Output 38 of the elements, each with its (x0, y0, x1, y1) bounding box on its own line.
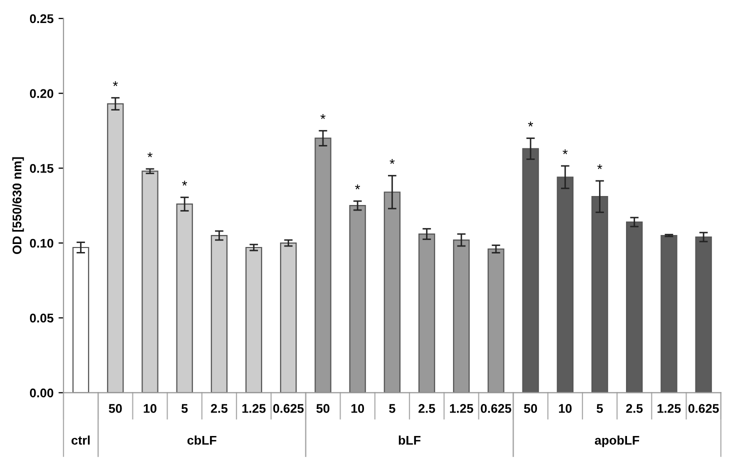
x-tick-label: 5 (181, 404, 188, 413)
data-label: * (355, 184, 360, 190)
x-tick-label: 50 (108, 404, 122, 413)
x-tick-label: 1.25 (450, 404, 474, 413)
y-tick-label: 0.20 (30, 89, 54, 98)
y-tick-label: 0.10 (30, 238, 54, 248)
x-tick-label: 50 (316, 404, 330, 413)
text: cbLF (187, 436, 216, 445)
x-tick-label: 0.625 (273, 404, 304, 413)
x-tick-label: 0.625 (688, 404, 719, 413)
x-tick-label: 50 (524, 404, 538, 413)
x-tick-label: 1.25 (658, 404, 681, 413)
data-label: * (562, 149, 568, 154)
y-tick-label: 0.05 (30, 314, 54, 323)
x-tick-label: 1.25 (242, 404, 266, 413)
data-label: * (528, 122, 534, 127)
x-tick-label: 0.625 (480, 404, 512, 413)
x-tick-label: 2.5 (210, 404, 228, 413)
y-axis-title: OD [550/630 nm] (12, 157, 24, 254)
data-label: * (112, 81, 118, 86)
x-tick-label: 5 (596, 404, 603, 413)
data-label: * (182, 180, 188, 186)
data-label: * (390, 159, 395, 164)
data-label: * (320, 114, 326, 120)
text: apobLF (594, 436, 640, 448)
x-tick-label: 2.5 (626, 404, 643, 413)
y-tick-label: 0.00 (30, 388, 54, 398)
x-tick-label: 5 (389, 404, 396, 413)
x-tick-label: 10 (559, 404, 572, 413)
y-tick-label: 0.25 (30, 14, 54, 24)
x-tick-label: 2.5 (418, 404, 436, 413)
text: ctrl (72, 436, 90, 445)
x-tick-label: 10 (144, 404, 156, 413)
y-tick-label: 0.15 (30, 164, 54, 173)
x-tick-label: 10 (351, 404, 364, 413)
text: bLF (398, 436, 420, 445)
data-label: * (597, 164, 602, 170)
data-label: * (148, 152, 152, 158)
